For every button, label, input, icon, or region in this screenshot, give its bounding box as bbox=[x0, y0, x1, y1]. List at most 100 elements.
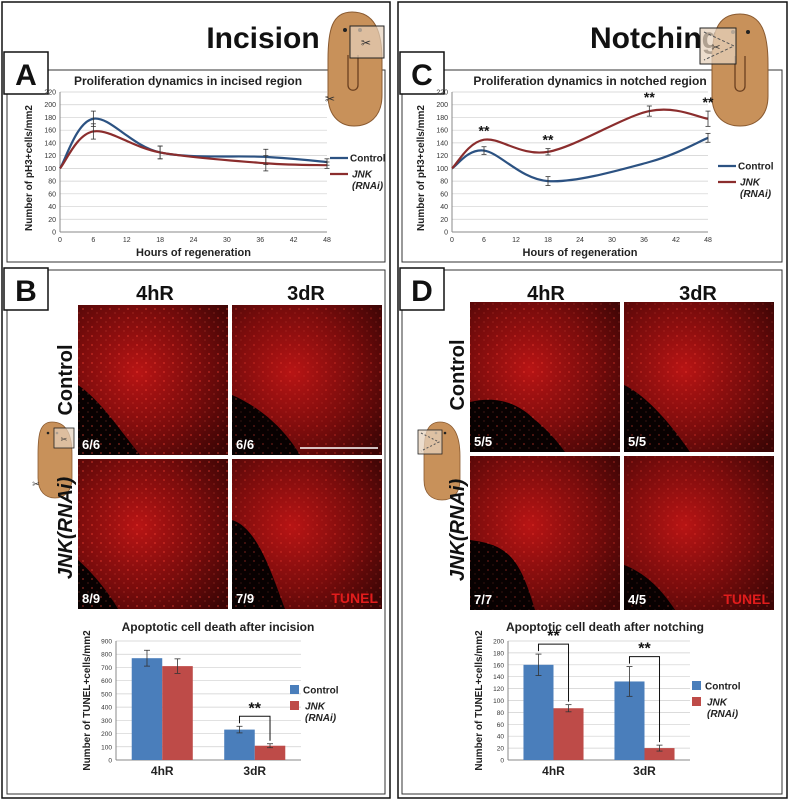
x-tick-label: 12 bbox=[123, 237, 131, 244]
bar-jnk bbox=[162, 666, 193, 760]
chart-apoptosis-notching: Apoptotic cell death after notching 0 20 40… bbox=[474, 620, 741, 778]
count-d-jnk-4hr: 7/7 bbox=[474, 592, 492, 607]
y-tick-label: 200 bbox=[436, 102, 448, 109]
y-tick-label: 140 bbox=[44, 140, 56, 147]
chart-proliferation-incision: Proliferation dynamics in incised region… bbox=[24, 74, 386, 259]
panel-c-letter: C bbox=[411, 59, 433, 92]
category-label: 4hR bbox=[542, 764, 565, 778]
chart-title: Proliferation dynamics in incised region bbox=[74, 74, 302, 88]
y-tick-label: 100 bbox=[436, 166, 448, 173]
svg-text:✂: ✂ bbox=[361, 36, 371, 50]
panel-d-letter: D bbox=[411, 275, 433, 308]
x-tick-label: 0 bbox=[450, 237, 454, 244]
x-axis-label: Hours of regeneration bbox=[136, 247, 251, 259]
count-b-jnk-3dr: 7/9 bbox=[236, 591, 254, 606]
legend-label: (RNAi) bbox=[305, 713, 337, 724]
count-b-jnk-4hr: 8/9 bbox=[82, 591, 100, 606]
y-tick-label: 20 bbox=[440, 217, 448, 224]
legend-swatch bbox=[290, 685, 299, 694]
x-tick-label: 48 bbox=[704, 237, 712, 244]
micrograph-b-jnk-3dr bbox=[232, 459, 382, 609]
x-axis-label: Hours of regeneration bbox=[523, 247, 638, 259]
significance-marker: ** bbox=[547, 628, 560, 645]
bar-jnk bbox=[254, 745, 286, 760]
bar-control bbox=[523, 664, 554, 760]
bar-jnk bbox=[644, 748, 675, 760]
y-tick-label: 180 bbox=[436, 115, 448, 122]
micrographs-incision: 4hR 3dR Control JNK(RNAi) 6/6 6/6 8/9 7/ bbox=[55, 283, 382, 609]
legend-label: (RNAi) bbox=[352, 181, 384, 192]
stain-label-b: TUNEL bbox=[331, 590, 378, 606]
x-tick-label: 6 bbox=[482, 237, 486, 244]
micrographs-notching: 4hR 3dR Control JNK(RNAi) 5/5 5/5 7/7 4/ bbox=[447, 283, 774, 610]
planarian-notching-icon: ✂ bbox=[699, 13, 769, 127]
x-tick-label: 42 bbox=[290, 237, 298, 244]
chart-title: Apoptotic cell death after notching bbox=[506, 620, 704, 634]
x-tick-label: 48 bbox=[323, 237, 331, 244]
y-tick-label: 80 bbox=[440, 179, 448, 186]
col-label-4hr-b: 4hR bbox=[136, 283, 174, 305]
row-label-jnk-b: JNK(RNAi) bbox=[55, 477, 77, 580]
left-frame bbox=[1, 1, 391, 799]
y-tick-label: 0 bbox=[500, 758, 504, 765]
y-tick-label: 0 bbox=[444, 230, 448, 237]
y-tick-label: 100 bbox=[493, 698, 504, 705]
y-tick-label: 180 bbox=[44, 115, 56, 122]
y-tick-label: 160 bbox=[436, 128, 448, 135]
legend-label: JNK bbox=[352, 170, 373, 181]
y-tick-label: 500 bbox=[101, 691, 112, 698]
y-tick-label: 100 bbox=[44, 166, 56, 173]
chart-title: Apoptotic cell death after incision bbox=[122, 620, 315, 634]
legend-label: Control bbox=[705, 682, 741, 693]
legend-swatch bbox=[692, 681, 701, 690]
x-tick-label: 12 bbox=[512, 237, 520, 244]
stain-label-d: TUNEL bbox=[723, 591, 770, 607]
y-tick-label: 140 bbox=[436, 140, 448, 147]
panel-d-letter-box bbox=[399, 267, 445, 311]
y-tick-label: 140 bbox=[493, 674, 504, 681]
y-axis-label: Number of TUNEL+cells/mm2 bbox=[82, 630, 93, 771]
x-tick-label: 0 bbox=[58, 237, 62, 244]
col-label-4hr-d: 4hR bbox=[527, 283, 565, 305]
x-tick-label: 18 bbox=[156, 237, 164, 244]
significance-bracket bbox=[537, 643, 570, 702]
y-tick-label: 20 bbox=[48, 217, 56, 224]
significance-marker: ** bbox=[543, 132, 554, 148]
svg-text:✂: ✂ bbox=[61, 435, 68, 444]
panel-c-letter-box bbox=[399, 51, 445, 95]
y-tick-label: 100 bbox=[101, 744, 112, 751]
significance-marker: ** bbox=[249, 700, 262, 717]
y-tick-label: 0 bbox=[108, 758, 112, 765]
col-label-3dr-b: 3dR bbox=[287, 283, 325, 305]
y-tick-label: 180 bbox=[493, 650, 504, 657]
svg-text:✂: ✂ bbox=[711, 42, 720, 54]
legend-swatch bbox=[290, 701, 299, 710]
y-tick-label: 800 bbox=[101, 652, 112, 659]
bar-control bbox=[131, 658, 163, 760]
x-tick-label: 42 bbox=[672, 237, 680, 244]
significance-marker: ** bbox=[644, 89, 655, 105]
significance-marker: ** bbox=[703, 94, 714, 110]
chart-proliferation-notching: Proliferation dynamics in notched region… bbox=[416, 74, 774, 259]
chart-apoptosis-incision: Apoptotic cell death after incision 0 100 2… bbox=[82, 620, 339, 778]
row-label-control-b: Control bbox=[55, 344, 77, 415]
legend-swatch bbox=[692, 697, 701, 706]
planarian-incision-icon: ✂ ✂ bbox=[325, 11, 385, 127]
x-tick-label: 36 bbox=[256, 237, 264, 244]
panel-a-letter-box bbox=[3, 51, 49, 95]
x-tick-label: 24 bbox=[576, 237, 584, 244]
micrograph-d-control-3dr bbox=[624, 302, 774, 462]
legend-label: JNK bbox=[305, 702, 326, 713]
y-axis-label: Number of pH3+cells/mm2 bbox=[416, 105, 427, 231]
y-axis-label: Number of TUNEL+cells/mm2 bbox=[474, 630, 485, 771]
x-tick-label: 6 bbox=[91, 237, 95, 244]
significance-marker: ** bbox=[638, 641, 651, 658]
row-label-jnk-d: JNK(RNAi) bbox=[447, 479, 469, 582]
x-tick-label: 18 bbox=[544, 237, 552, 244]
y-tick-label: 60 bbox=[48, 191, 56, 198]
y-axis-label: Number of pH3+cells/mm2 bbox=[24, 105, 35, 231]
y-tick-label: 160 bbox=[493, 662, 504, 669]
y-tick-label: 200 bbox=[493, 639, 504, 646]
y-tick-label: 80 bbox=[48, 179, 56, 186]
y-tick-label: 300 bbox=[101, 718, 112, 725]
